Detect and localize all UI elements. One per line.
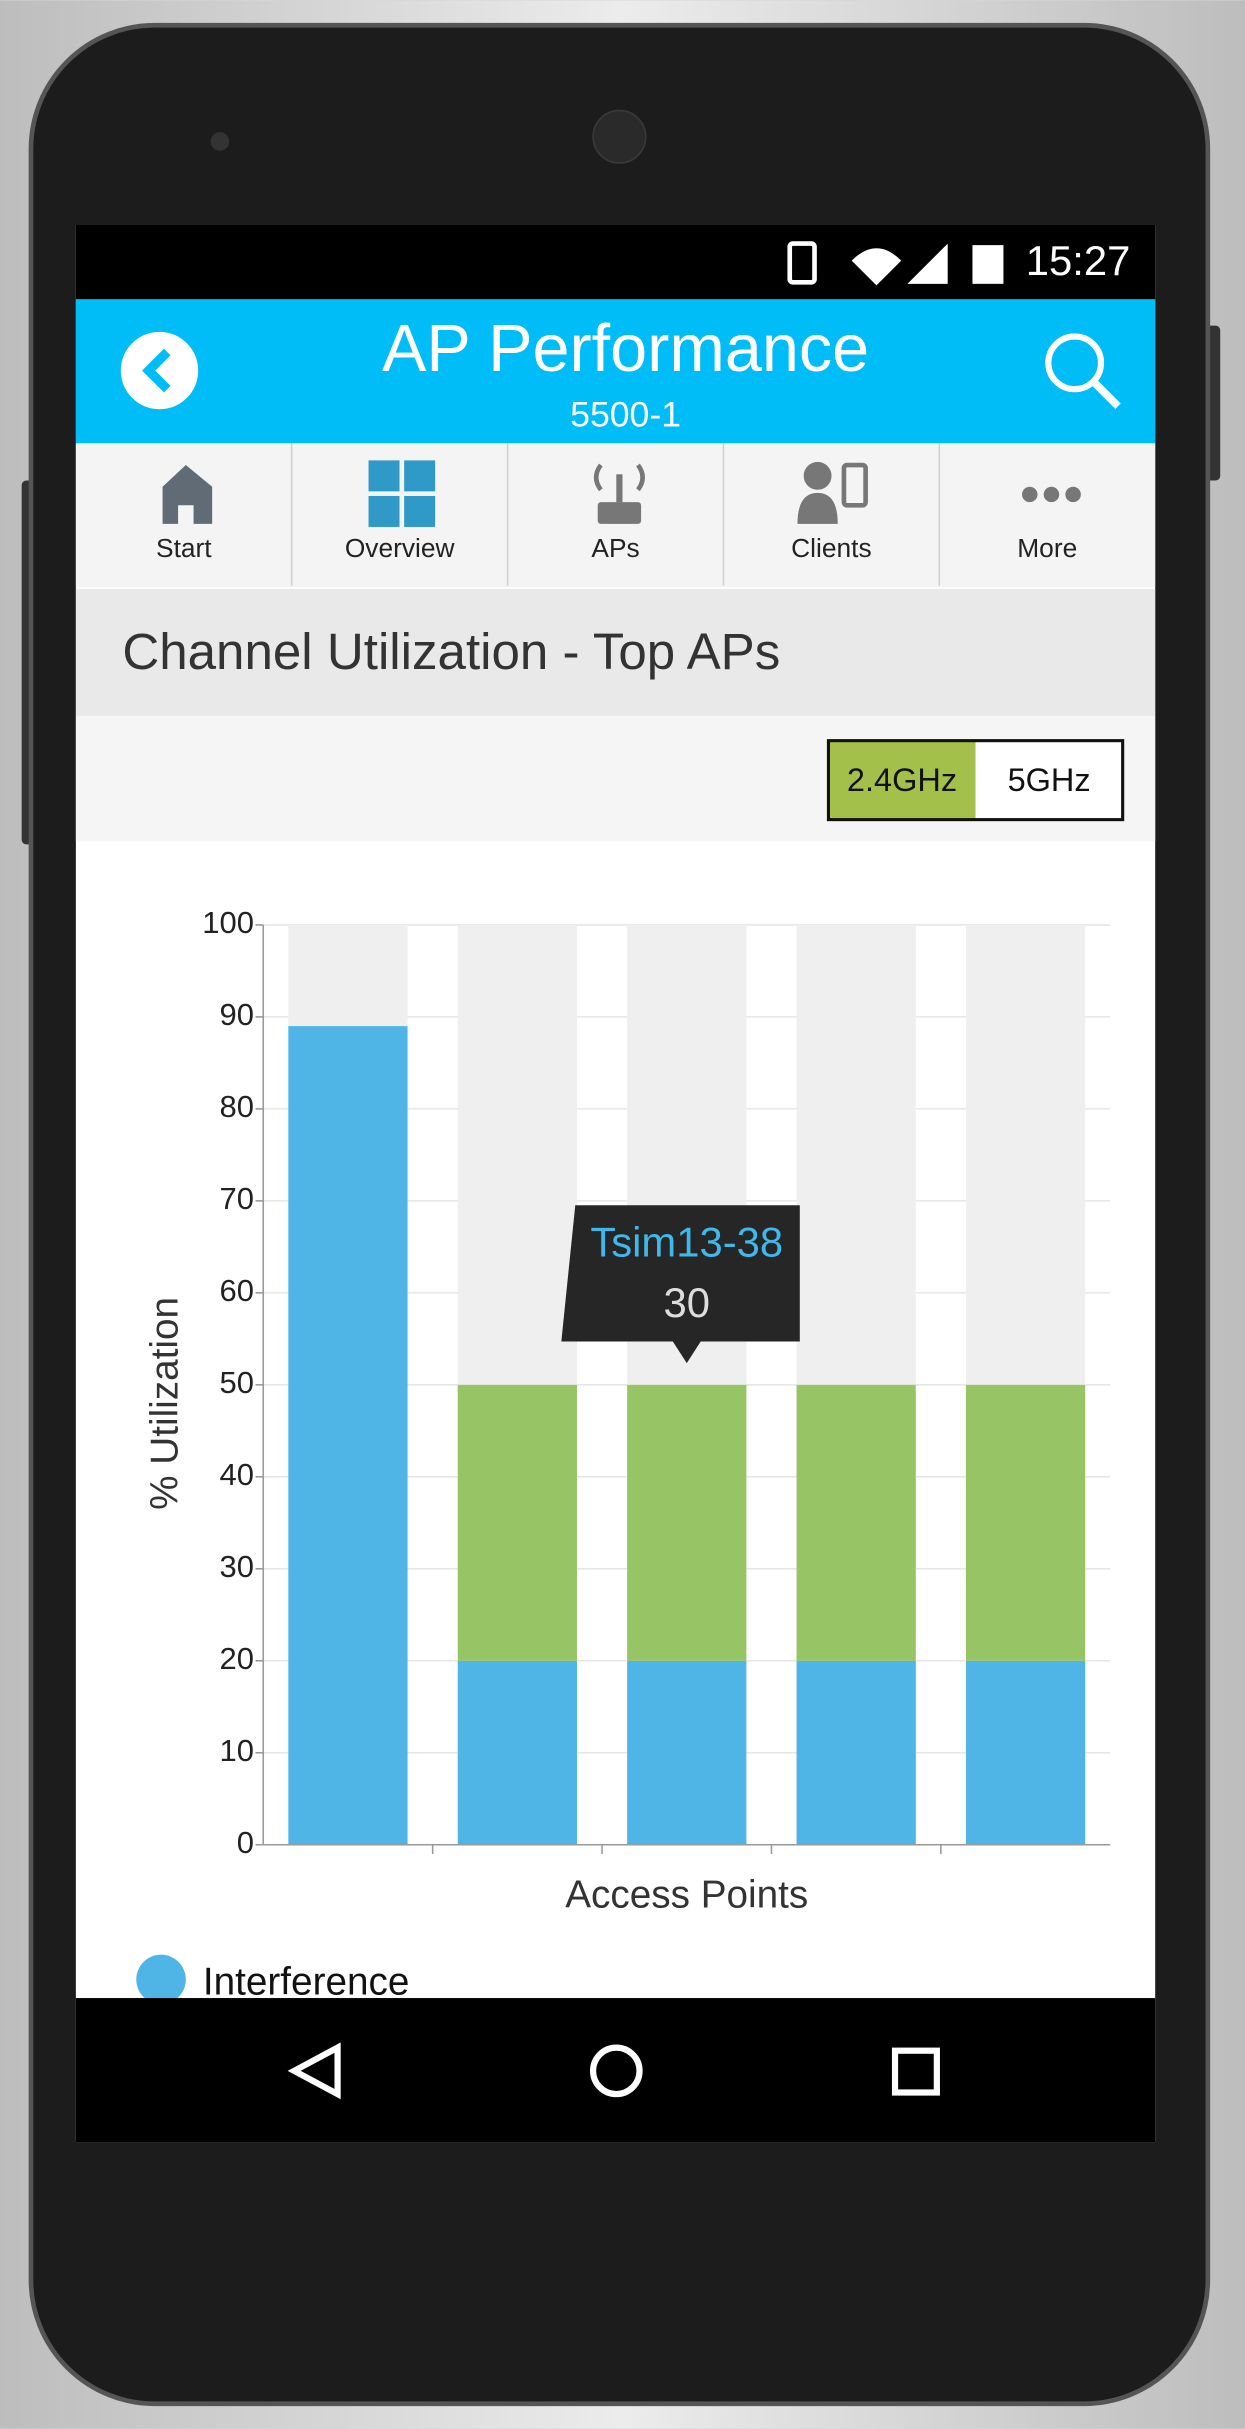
tab-label: More [1017,533,1077,563]
start-icon [162,465,213,524]
bar [627,1384,747,1661]
y-tick-label: 20 [220,1641,254,1676]
nav-back[interactable] [287,2042,341,2100]
back-arrow [142,348,171,393]
section-header [75,588,1156,716]
tab-label: Clients [791,533,871,563]
camera [210,132,230,151]
y-tick-label: 80 [220,1089,254,1124]
tooltip-value: 30 [664,1279,711,1326]
speaker [592,109,647,164]
y-tick-label: 10 [220,1733,254,1768]
tooltip-box [561,1205,800,1364]
bar [965,1384,1086,1661]
status-time: 15:27 [1026,237,1131,284]
bar [796,1660,916,1845]
nav-bar [75,1998,1156,2143]
toggle-option[interactable] [975,740,1123,820]
battery-icon [972,245,1004,284]
tab-label: Start [156,533,212,563]
more-icon [1022,486,1081,503]
search-button[interactable] [1045,333,1121,409]
toggle-option[interactable] [828,740,976,820]
toggle-border [826,739,1125,822]
y-tick-label: 100 [202,905,254,940]
overview-icon [368,460,436,527]
y-tick-label: 90 [220,997,254,1032]
nav-recents[interactable] [891,2047,940,2096]
y-tick-label: 0 [237,1825,254,1860]
bar [627,1660,747,1845]
x-axis-label: Access Points [565,1874,808,1917]
bar [288,1026,408,1845]
tooltip-label: Tsim13-38 [590,1219,783,1266]
clients-icon [797,461,868,524]
tab[interactable] [76,443,292,585]
legend-label: Interference [203,1960,410,2003]
tab[interactable] [292,443,508,585]
legend-marker [136,1954,186,2005]
bar [796,1384,916,1661]
back-button[interactable] [120,331,199,410]
aps-icon [593,463,645,524]
bar [965,1660,1086,1845]
bar [457,1384,577,1661]
nav-home[interactable] [589,2044,643,2098]
toggle-label: 5GHz [1008,762,1091,798]
wifi-icon [851,248,902,286]
y-tick-label: 50 [220,1365,254,1400]
tab-label: Overview [345,533,456,563]
y-tick-label: 40 [220,1457,254,1492]
signal-icon [907,243,948,284]
y-tick-label: 30 [220,1549,254,1584]
tab[interactable] [939,443,1155,585]
header [75,299,1156,444]
y-tick-label: 60 [220,1273,254,1308]
toggle-label: 2.4GHz [847,762,957,798]
y-tick-label: 70 [220,1181,254,1216]
section-title: Channel Utilization - Top APs [122,623,780,680]
bar [457,1660,577,1845]
y-axis-label: % Utilization [143,1297,186,1510]
header-title: AP Performance [382,312,869,386]
header-subtitle: 5500-1 [570,394,681,434]
vibrate-icon [787,241,817,285]
tab-label: APs [591,533,639,563]
